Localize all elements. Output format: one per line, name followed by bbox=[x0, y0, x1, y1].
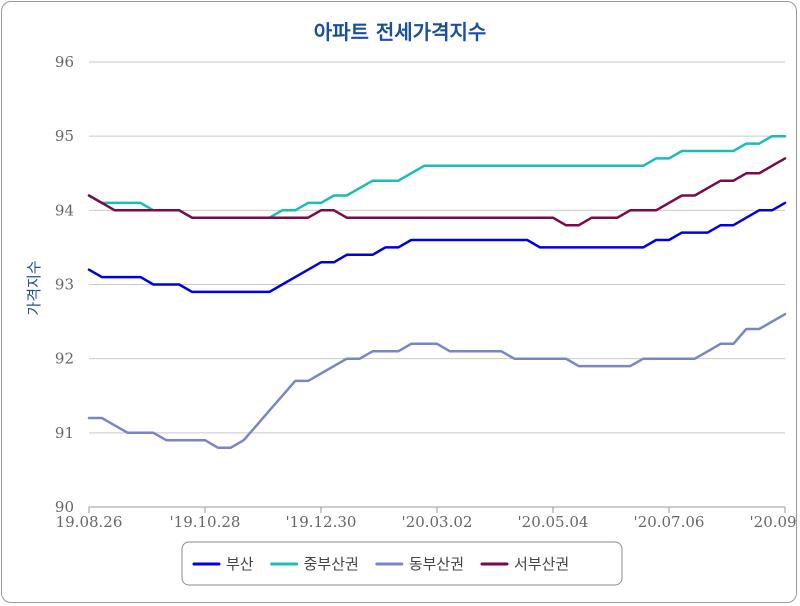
legend-label-1: 부산 bbox=[226, 555, 254, 573]
series-line-1 bbox=[87, 201, 787, 294]
legend-label-2: 중부산권 bbox=[304, 555, 359, 573]
y-tick-label: 93 bbox=[55, 276, 74, 294]
x-tick-label: 19.08.26 bbox=[56, 513, 123, 531]
series-line-2 bbox=[87, 134, 787, 219]
series-lines bbox=[87, 134, 787, 449]
legend-label-3: 동부산권 bbox=[409, 555, 464, 573]
legend-label-4: 서부산권 bbox=[514, 555, 569, 573]
x-tick-label: '20.07.06 bbox=[634, 513, 705, 531]
x-tick-label: '19.12.30 bbox=[286, 513, 357, 531]
legend: 부산 중부산권 동부산권 서부산권 bbox=[181, 541, 623, 586]
y-tick-label: 92 bbox=[55, 350, 74, 368]
chart-title: 아파트 전세가격지수 bbox=[314, 20, 487, 44]
y-tick-label: 95 bbox=[55, 127, 74, 145]
y-tick-label: 91 bbox=[55, 424, 74, 442]
x-tick-label: '20.09.07 bbox=[750, 513, 797, 531]
x-tick-label: '20.05.04 bbox=[518, 513, 589, 531]
y-tick-label: 90 bbox=[55, 498, 74, 516]
gridlines bbox=[89, 61, 785, 508]
series-line-4 bbox=[87, 157, 787, 227]
y-tick-label: 96 bbox=[55, 53, 74, 71]
y-tick-label: 94 bbox=[55, 201, 74, 219]
x-tick-label: '20.03.02 bbox=[402, 513, 473, 531]
x-tick-label: '19.10.28 bbox=[170, 513, 241, 531]
y-axis-label: 가격지수 bbox=[25, 260, 43, 315]
series-line-3 bbox=[87, 312, 787, 449]
axes: 90 91 92 93 94 95 96 19.08.26 '19.10.28 '19.12.30… bbox=[55, 53, 797, 531]
